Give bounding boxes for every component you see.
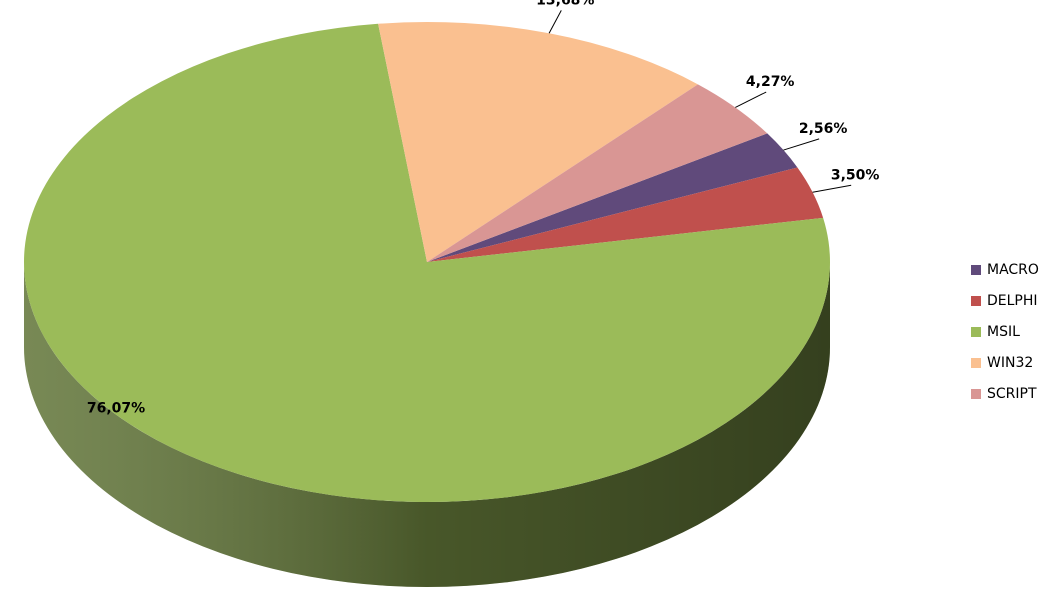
legend-swatch [971, 296, 981, 306]
slice-side-shade [24, 262, 830, 587]
leader-line [783, 138, 820, 151]
data-label: 2,56% [799, 121, 848, 137]
slice [427, 133, 798, 262]
leader-line [812, 184, 852, 193]
legend-label: SCRIPT [987, 386, 1037, 402]
legend-label: WIN32 [987, 355, 1033, 371]
legend-swatch [971, 265, 981, 275]
data-label: 76,07% [87, 400, 145, 416]
legend-label: MSIL [987, 324, 1020, 340]
data-label: 13,68% [536, 0, 594, 8]
leader-line [735, 91, 767, 108]
legend-label: DELPHI [987, 293, 1038, 309]
data-label: 3,50% [831, 167, 880, 183]
slice [378, 22, 698, 263]
leader-line [548, 10, 562, 34]
slice [24, 23, 831, 502]
legend-swatch [971, 358, 981, 368]
data-label: 4,27% [746, 74, 795, 90]
legend-swatch [971, 327, 981, 337]
legend-label: MACRO [987, 262, 1039, 278]
slice [427, 84, 768, 262]
slice [427, 167, 824, 262]
legend-swatch [971, 389, 981, 399]
